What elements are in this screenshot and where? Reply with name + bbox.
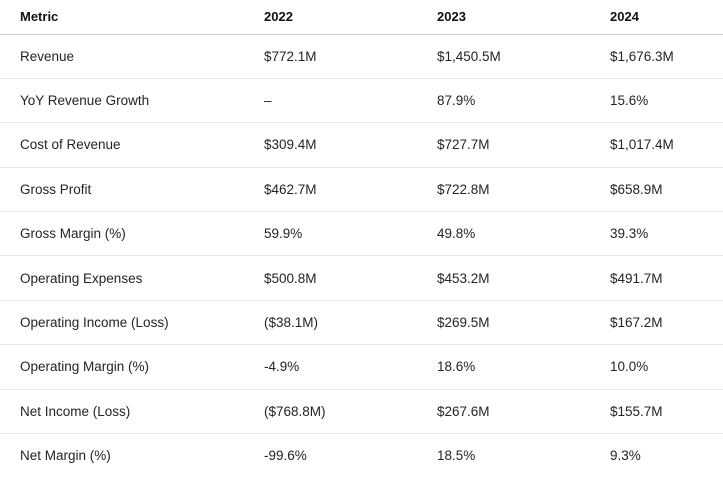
table-row: Net Income (Loss) ($768.8M) $267.6M $155…: [0, 389, 723, 435]
metric-cell: Operating Income (Loss): [0, 300, 264, 346]
value-2022-cell: $500.8M: [264, 255, 437, 301]
value-2024-cell: $167.2M: [610, 300, 723, 346]
table-row: Cost of Revenue $309.4M $727.7M $1,017.4…: [0, 122, 723, 168]
table-row: Gross Margin (%) 59.9% 49.8% 39.3%: [0, 211, 723, 257]
value-2023-cell: 49.8%: [437, 211, 610, 257]
header-metric: Metric: [0, 0, 264, 35]
table-row: Operating Income (Loss) ($38.1M) $269.5M…: [0, 300, 723, 346]
value-2024-cell: 9.3%: [610, 448, 641, 464]
table-row: Operating Margin (%) -4.9% 18.6% 10.0%: [0, 344, 723, 390]
header-2024: 2024: [610, 0, 723, 35]
value-2022-cell: –: [264, 78, 437, 124]
value-2023-cell: 18.6%: [437, 344, 610, 390]
value-2022-cell: -99.6%: [264, 448, 307, 464]
value-2023-cell: $727.7M: [437, 122, 610, 168]
value-2024-cell: 15.6%: [610, 78, 723, 124]
table-header: Metric 2022 2023 2024: [0, 0, 723, 35]
value-2022-cell: $309.4M: [264, 122, 437, 168]
value-2023-cell: $269.5M: [437, 300, 610, 346]
table-row: Gross Profit $462.7M $722.8M $658.9M: [0, 167, 723, 213]
value-2022-cell: $772.1M: [264, 34, 437, 79]
header-row: Metric 2022 2023 2024: [0, 0, 723, 35]
metric-cell: Revenue: [0, 34, 264, 79]
metric-cell: YoY Revenue Growth: [0, 78, 264, 124]
value-2024-cell: $155.7M: [610, 389, 723, 435]
metric-cell: Gross Profit: [0, 167, 264, 213]
metric-cell: Operating Expenses: [0, 255, 264, 301]
value-2022-cell: 59.9%: [264, 211, 437, 257]
value-2024-cell: $1,676.3M: [610, 34, 723, 79]
header-2022: 2022: [264, 0, 437, 35]
value-2022-cell: ($768.8M): [264, 389, 437, 435]
value-2024-cell: 10.0%: [610, 344, 723, 390]
value-2023-cell: 18.5%: [437, 448, 476, 464]
value-2024-cell: $491.7M: [610, 255, 723, 301]
table-row: Operating Expenses $500.8M $453.2M $491.…: [0, 255, 723, 301]
metric-cell: Net Margin (%): [20, 448, 111, 464]
value-2022-cell: -4.9%: [264, 344, 437, 390]
value-2023-cell: $453.2M: [437, 255, 610, 301]
metric-cell: Net Income (Loss): [0, 389, 264, 435]
value-2023-cell: $722.8M: [437, 167, 610, 213]
value-2023-cell: $1,450.5M: [437, 34, 610, 79]
table-row: Net Margin (%) -99.6% 18.5% 9.3%: [0, 434, 723, 478]
value-2022-cell: ($38.1M): [264, 300, 437, 346]
value-2023-cell: $267.6M: [437, 389, 610, 435]
value-2024-cell: $1,017.4M: [610, 122, 723, 168]
table-body: Revenue $772.1M $1,450.5M $1,676.3M YoY …: [0, 34, 723, 478]
financial-metrics-table: Metric 2022 2023 2024 Revenue $772.1M $1…: [0, 0, 723, 478]
value-2023-cell: 87.9%: [437, 78, 610, 124]
metric-cell: Gross Margin (%): [0, 211, 264, 257]
metric-cell: Operating Margin (%): [0, 344, 264, 390]
table-row: YoY Revenue Growth – 87.9% 15.6%: [0, 78, 723, 124]
value-2024-cell: $658.9M: [610, 167, 723, 213]
value-2022-cell: $462.7M: [264, 167, 437, 213]
header-2023: 2023: [437, 0, 610, 35]
value-2024-cell: 39.3%: [610, 211, 723, 257]
metric-cell: Cost of Revenue: [0, 122, 264, 168]
table-row: Revenue $772.1M $1,450.5M $1,676.3M: [0, 34, 723, 79]
